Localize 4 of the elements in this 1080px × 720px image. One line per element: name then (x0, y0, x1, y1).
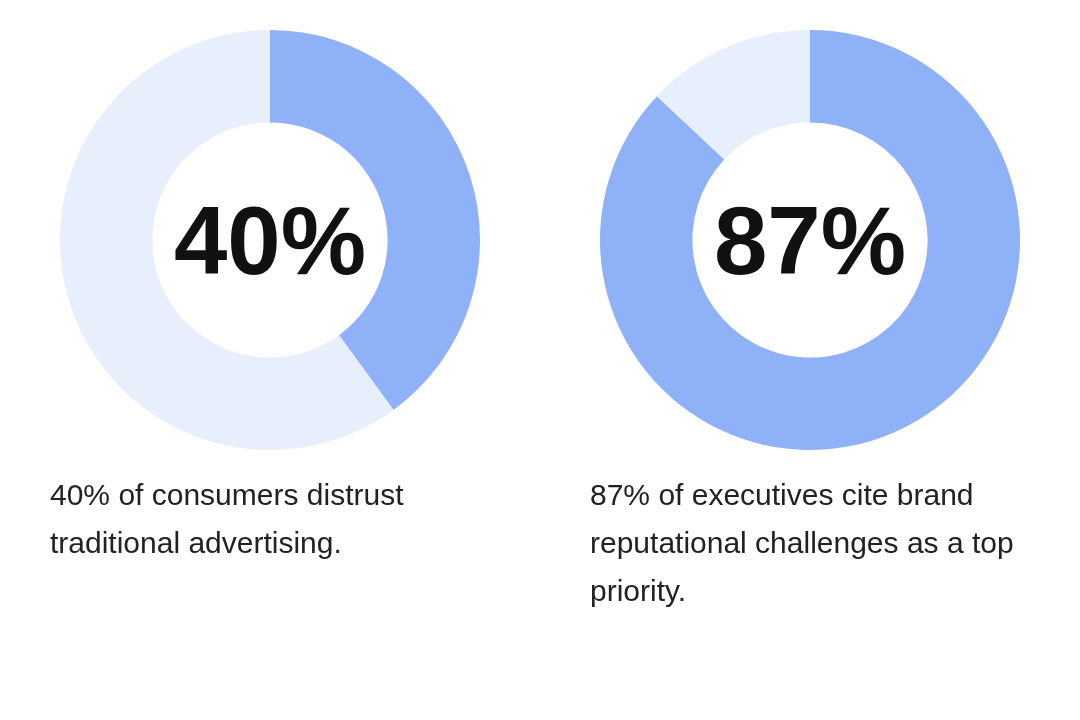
text: 40% (173, 186, 367, 294)
text: 87% of executives cite brand reputational challenges as a top priority. (590, 477, 1022, 607)
text: 40% of consumers distrust traditional advertising. (50, 477, 412, 559)
text: 87% (713, 186, 907, 294)
